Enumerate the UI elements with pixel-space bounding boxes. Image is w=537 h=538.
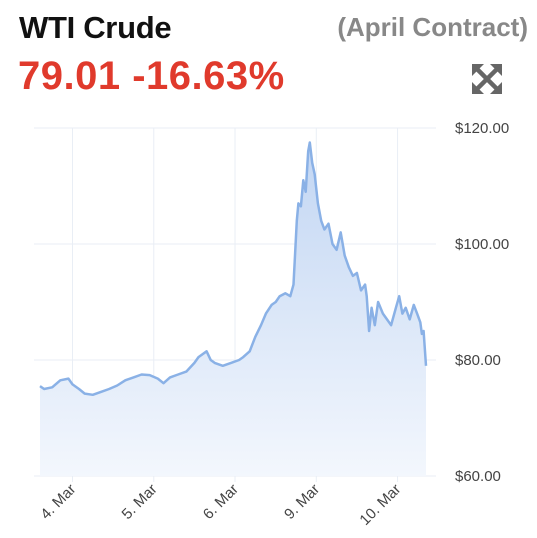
percent-change: -16.63% <box>132 54 285 98</box>
current-price: 79.01 <box>18 54 121 98</box>
expand-arrows-icon[interactable] <box>470 62 504 96</box>
expand-arrows-glyph <box>472 64 502 94</box>
price-readout: 79.01 -16.63% <box>18 54 285 99</box>
chart-subtitle: (April Contract) <box>337 12 528 42</box>
chart-title: WTI Crude <box>19 10 172 45</box>
price-series-line <box>39 141 428 397</box>
x-tick-label: 6. Mar <box>200 481 242 523</box>
y-tick-label: $100.00 <box>455 236 509 253</box>
x-tick-label: 4. Mar <box>37 481 79 523</box>
x-tick-label: 9. Mar <box>281 481 323 523</box>
y-tick-label: $60.00 <box>455 468 501 485</box>
x-tick-label: 10. Mar <box>356 481 404 529</box>
price-area-fill <box>40 142 426 476</box>
x-tick-label: 5. Mar <box>119 481 161 523</box>
y-tick-label: $80.00 <box>455 352 501 369</box>
y-tick-label: $120.00 <box>455 120 509 137</box>
